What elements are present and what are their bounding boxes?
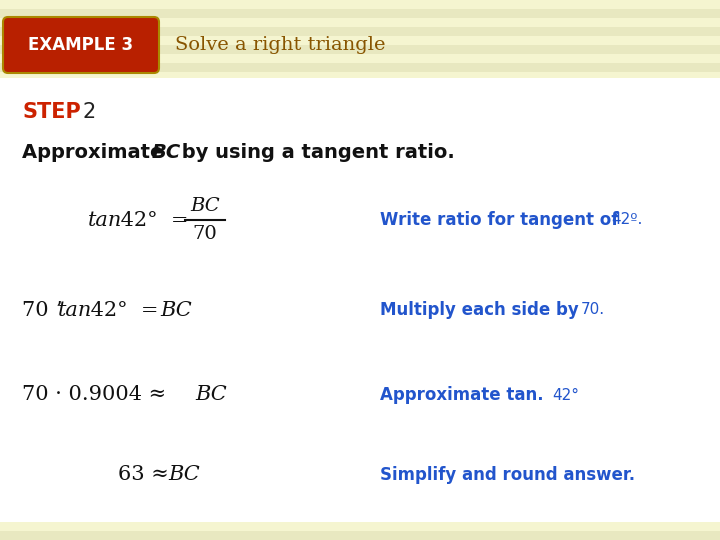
- Bar: [0, 207, 720, 216]
- Bar: [0, 504, 720, 513]
- Text: 70 ʼ: 70 ʼ: [22, 300, 68, 320]
- Bar: [0, 117, 720, 126]
- Bar: [0, 171, 720, 180]
- Bar: [0, 144, 720, 153]
- Bar: [0, 360, 720, 369]
- Bar: [0, 18, 720, 27]
- Bar: [0, 36, 720, 45]
- Text: BC: BC: [152, 143, 181, 161]
- Bar: [0, 78, 720, 522]
- Bar: [0, 90, 720, 99]
- Text: 63 ≈: 63 ≈: [118, 465, 176, 484]
- Bar: [0, 234, 720, 243]
- Bar: [0, 243, 720, 252]
- Bar: [0, 486, 720, 495]
- Text: Simplify and round answer.: Simplify and round answer.: [380, 466, 635, 484]
- Bar: [0, 45, 720, 54]
- Text: 70: 70: [193, 225, 217, 243]
- Text: 42°  =: 42° =: [84, 300, 165, 320]
- FancyBboxPatch shape: [3, 17, 159, 73]
- Bar: [0, 378, 720, 387]
- Bar: [0, 315, 720, 324]
- Bar: [0, 153, 720, 162]
- Bar: [0, 423, 720, 432]
- Bar: [0, 387, 720, 396]
- FancyBboxPatch shape: [5, 19, 157, 71]
- Bar: [0, 189, 720, 198]
- Text: 2: 2: [82, 102, 95, 122]
- Bar: [0, 342, 720, 351]
- Text: BC: BC: [195, 386, 227, 404]
- Bar: [0, 432, 720, 441]
- Text: tan: tan: [88, 211, 122, 229]
- Text: 42°: 42°: [552, 388, 579, 402]
- Bar: [0, 531, 720, 540]
- Bar: [0, 216, 720, 225]
- Text: Multiply each side by: Multiply each side by: [380, 301, 585, 319]
- Text: Write ratio for tangent of: Write ratio for tangent of: [380, 211, 624, 229]
- Bar: [0, 288, 720, 297]
- Text: 70 · 0.9004 ≈: 70 · 0.9004 ≈: [22, 386, 173, 404]
- Text: STEP: STEP: [22, 102, 81, 122]
- Bar: [0, 333, 720, 342]
- Bar: [0, 135, 720, 144]
- Bar: [0, 252, 720, 261]
- Bar: [0, 225, 720, 234]
- Bar: [0, 324, 720, 333]
- Text: Approximate tan.: Approximate tan.: [380, 386, 549, 404]
- Text: BC: BC: [168, 465, 199, 484]
- Bar: [0, 54, 720, 63]
- Bar: [0, 351, 720, 360]
- Text: 42°  =: 42° =: [114, 211, 189, 229]
- Bar: [0, 477, 720, 486]
- Text: by using a tangent ratio.: by using a tangent ratio.: [175, 143, 455, 161]
- Bar: [0, 126, 720, 135]
- Bar: [0, 9, 720, 18]
- Bar: [0, 450, 720, 459]
- Bar: [0, 513, 720, 522]
- Bar: [0, 270, 720, 279]
- Bar: [0, 99, 720, 108]
- Bar: [0, 369, 720, 378]
- Bar: [0, 180, 720, 189]
- Bar: [0, 414, 720, 423]
- Bar: [0, 162, 720, 171]
- Bar: [0, 279, 720, 288]
- Text: Solve a right triangle: Solve a right triangle: [175, 36, 385, 54]
- Bar: [0, 522, 720, 531]
- Bar: [0, 81, 720, 90]
- Bar: [0, 63, 720, 72]
- FancyBboxPatch shape: [7, 21, 155, 69]
- Bar: [0, 108, 720, 117]
- Bar: [0, 27, 720, 36]
- Text: BC: BC: [160, 300, 192, 320]
- Text: Approximate: Approximate: [22, 143, 170, 161]
- Bar: [0, 468, 720, 477]
- Bar: [0, 72, 720, 81]
- Bar: [0, 261, 720, 270]
- Bar: [0, 396, 720, 405]
- Bar: [0, 306, 720, 315]
- Bar: [0, 0, 720, 9]
- Text: tan: tan: [58, 300, 92, 320]
- Bar: [0, 459, 720, 468]
- Bar: [0, 495, 720, 504]
- Bar: [0, 198, 720, 207]
- Text: 70.: 70.: [581, 302, 605, 318]
- Text: EXAMPLE 3: EXAMPLE 3: [28, 36, 134, 54]
- Bar: [0, 297, 720, 306]
- Text: BC: BC: [190, 197, 220, 215]
- Text: 42º.: 42º.: [611, 213, 642, 227]
- Bar: [0, 405, 720, 414]
- Bar: [0, 441, 720, 450]
